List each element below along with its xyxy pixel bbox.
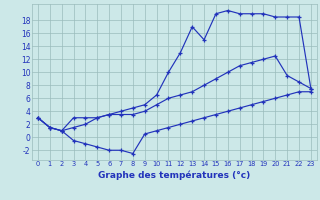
X-axis label: Graphe des températures (°c): Graphe des températures (°c) [98,170,251,180]
